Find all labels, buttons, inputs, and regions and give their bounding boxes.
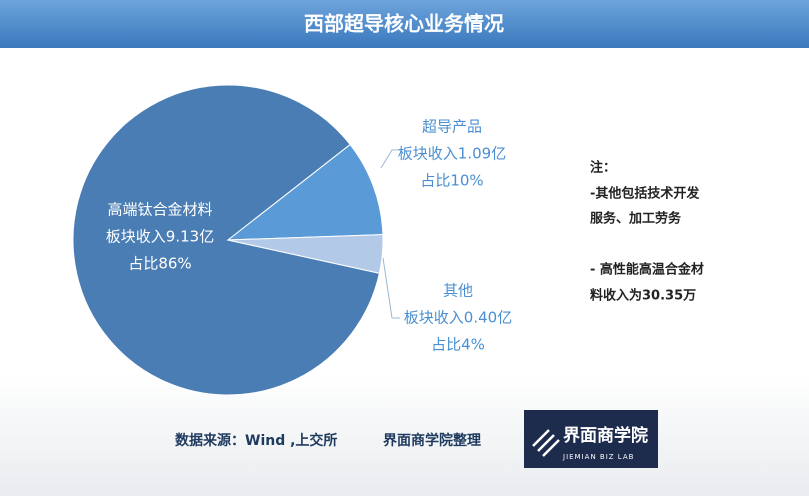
pie-slice bbox=[72, 84, 380, 396]
title-bar bbox=[0, 0, 809, 48]
slice-label: 超导产品 bbox=[422, 118, 482, 136]
leader-line bbox=[382, 257, 400, 319]
revenue-label: 板块收入0.40亿 bbox=[404, 309, 512, 327]
value-label: 占比86% bbox=[128, 255, 191, 273]
note: 注： bbox=[590, 160, 616, 176]
revenue-label: 板块收入9.13亿 bbox=[106, 228, 214, 246]
pie-slice bbox=[227, 234, 384, 274]
logo-icon bbox=[532, 429, 560, 457]
chart-title: 西部超导核心业务情况 bbox=[304, 12, 504, 36]
note: -其他包括技术开发 bbox=[590, 186, 700, 202]
value-label: 占比4% bbox=[431, 336, 485, 354]
note: 服务、加工劳务 bbox=[590, 211, 682, 227]
revenue-label: 板块收入1.09亿 bbox=[398, 145, 506, 163]
leader-line bbox=[380, 149, 400, 169]
logo-subtitle: JIEMIAN BIZ LAB bbox=[562, 453, 634, 461]
note: 料收入为30.35万 bbox=[590, 288, 696, 304]
pie bbox=[72, 84, 384, 396]
source: 数据来源：Wind ,上交所 bbox=[175, 432, 337, 449]
value-label: 占比10% bbox=[420, 172, 483, 190]
note: - 高性能高温合金材 bbox=[590, 262, 704, 278]
logo-name: 界面商学院 bbox=[563, 425, 648, 446]
slice-label: 其他 bbox=[443, 282, 473, 300]
pie-slice bbox=[226, 143, 384, 241]
logo-box bbox=[524, 410, 658, 468]
slice-label: 高端钛合金材料 bbox=[107, 201, 212, 219]
credit: 界面商学院整理 bbox=[383, 432, 481, 449]
